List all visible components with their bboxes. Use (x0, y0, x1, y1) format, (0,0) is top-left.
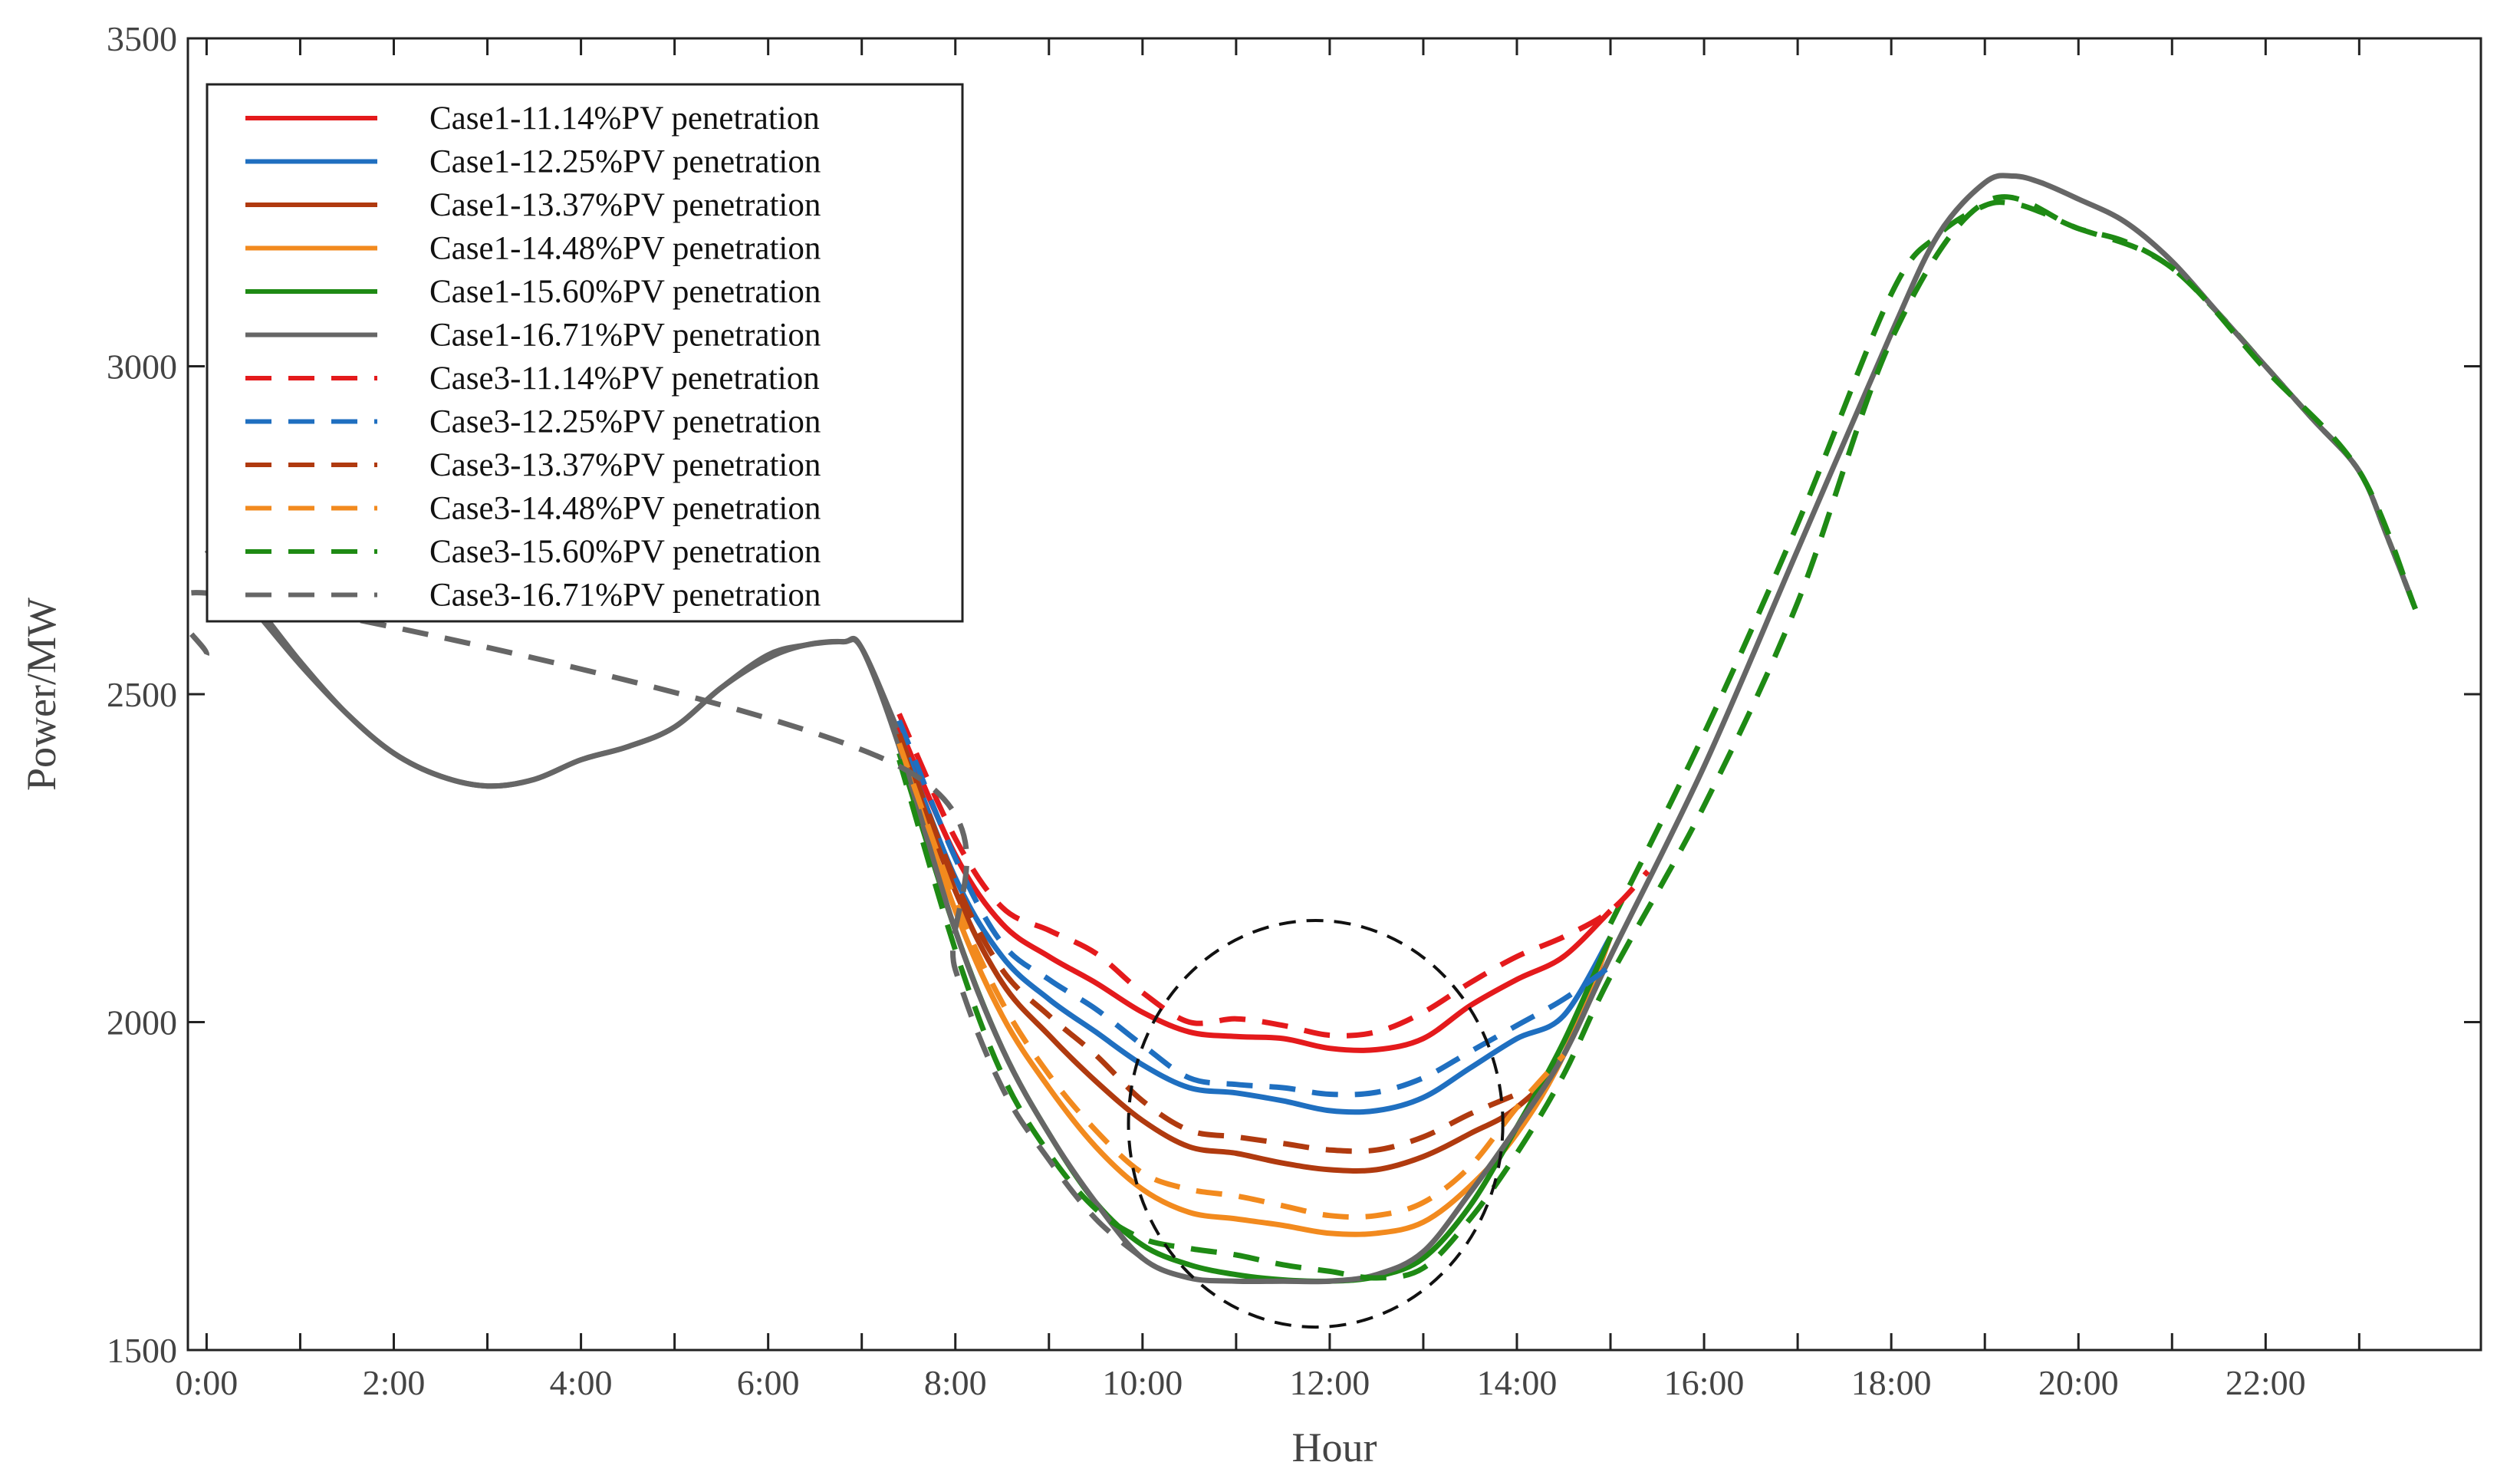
legend-label: Case1-12.25%PV penetration (429, 144, 821, 180)
legend-label: Case1-13.37%PV penetration (429, 187, 821, 223)
y-tick-label: 3000 (107, 347, 177, 387)
x-tick-label: 0:00 (176, 1363, 239, 1402)
series-line-8 (896, 719, 1613, 1098)
x-tick-label: 16:00 (1664, 1363, 1745, 1402)
y-tick-label: 1500 (107, 1331, 177, 1370)
axes: 0:00 2:00 4:00 6:00 8:00 10:00 12:00 14:00 16:00… (107, 19, 2482, 1402)
legend-label: Case3-16.71%PV penetration (429, 578, 821, 614)
y-tick-label: 2000 (107, 1003, 177, 1042)
legend-label: Case3-12.25%PV penetration (429, 404, 821, 440)
series-line-shared-evening (1607, 199, 2418, 925)
annotation-layer (1127, 918, 1505, 1329)
y-tick-label: 3500 (107, 19, 177, 58)
y-tick-label: 2500 (107, 675, 177, 714)
series-line-7 (896, 713, 1650, 1039)
legend-label: Case1-14.48%PV penetration (429, 231, 821, 267)
legend-label: Case1-11.14%PV penetration (429, 100, 820, 137)
x-tick-label: 4:00 (550, 1363, 613, 1402)
y-axis-label: Power/MW (18, 598, 64, 791)
x-tick-label: 10:00 (1102, 1363, 1183, 1402)
series-line-3 (896, 739, 1614, 1174)
x-axis-label: Hour (1292, 1424, 1377, 1470)
series-line-6 (204, 173, 2418, 1285)
highlight-ellipse (1127, 918, 1505, 1329)
legend-label: Case1-16.71%PV penetration (429, 318, 821, 354)
plot-area (188, 173, 2418, 1285)
legend: Case1-11.14%PV penetration Case1-12.25%PV… (206, 83, 964, 623)
series-line-9 (896, 733, 1518, 1154)
x-tick-label: 8:00 (924, 1363, 987, 1402)
legend-label: Case3-11.14%PV penetration (429, 361, 820, 397)
legend-label: Case3-15.60%PV penetration (429, 534, 821, 570)
series-line-11 (896, 194, 2418, 1281)
series-line-12 (188, 590, 1145, 1261)
legend-label: Case1-15.60%PV penetration (429, 274, 821, 310)
x-tick-label: 6:00 (737, 1363, 800, 1402)
legend-label: Case3-14.48%PV penetration (429, 491, 821, 527)
x-tick-label: 12:00 (1290, 1363, 1370, 1402)
x-tick-label: 22:00 (2226, 1363, 2306, 1402)
series-line-1 (896, 726, 1613, 1053)
series-line-10 (896, 742, 1566, 1220)
series-line-2 (896, 733, 1614, 1115)
legend-label: Case3-13.37%PV penetration (429, 447, 821, 483)
x-tick-label: 20:00 (2038, 1363, 2119, 1402)
legend-box (206, 83, 964, 623)
x-tick-label: 14:00 (1477, 1363, 1558, 1402)
x-tick-label: 2:00 (363, 1363, 426, 1402)
x-tick-label: 18:00 (1851, 1363, 1932, 1402)
